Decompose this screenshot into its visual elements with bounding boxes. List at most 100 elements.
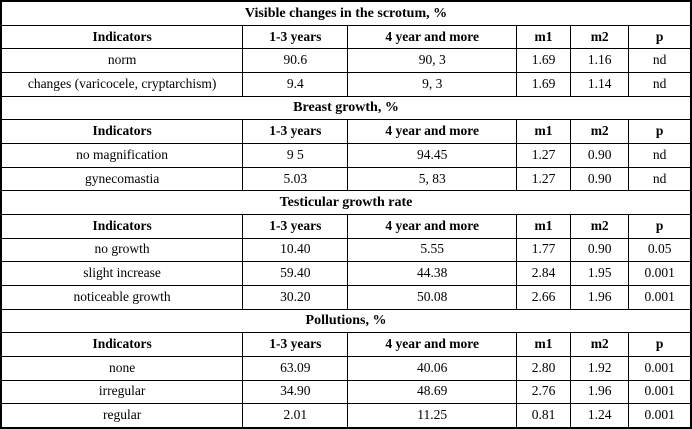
column-header-row: Indicators 1-3 years 4 year and more m1 … [0,24,692,50]
value-cell: nd [628,71,692,97]
section-title-row: Visible changes in the scrotum, % [0,0,692,26]
section-title: Breast growth, % [0,95,692,121]
section-title-row: Testicular growth rate [0,190,692,215]
column-header-indicators: Indicators [0,24,244,50]
table-row: regular 2.01 11.25 0.81 1.24 0.001 [0,403,692,429]
column-header-p: p [628,24,692,50]
column-header-1-3-years: 1-3 years [242,332,349,357]
section-title-row: Breast growth, % [0,95,692,121]
value-cell: 5.03 [242,166,349,192]
value-cell: 1.96 [570,284,630,310]
column-header-1-3-years: 1-3 years [242,119,349,144]
value-cell: nd [628,166,692,192]
value-cell: 1.27 [515,142,572,168]
column-header-4-year-and-more: 4 year and more [347,119,517,144]
column-header-m1: m1 [515,119,572,144]
column-header-m1: m1 [515,332,572,357]
value-cell: 1.16 [570,48,630,73]
value-cell: 9 5 [242,142,349,168]
section-title: Testicular growth rate [0,190,692,215]
table-row: gynecomastia 5.03 5, 83 1.27 0.90 nd [0,166,692,192]
column-header-4-year-and-more: 4 year and more [347,213,517,239]
value-cell: 1.27 [515,166,572,192]
value-cell: 9, 3 [347,71,517,97]
table-row: irregular 34.90 48.69 2.76 1.96 0.001 [0,379,692,405]
value-cell: 44.38 [347,261,517,286]
value-cell: 34.90 [242,379,349,405]
indicator-cell: slight increase [0,261,244,286]
value-cell: 1.14 [570,71,630,97]
value-cell: 2.66 [515,284,572,310]
indicator-cell: norm [0,48,244,73]
value-cell: 90, 3 [347,48,517,73]
value-cell: 0.90 [570,166,630,192]
value-cell: 0.001 [628,284,692,310]
value-cell: 63.09 [242,355,349,381]
value-cell: 2.84 [515,261,572,286]
column-header-m1: m1 [515,24,572,50]
column-header-p: p [628,119,692,144]
column-header-4-year-and-more: 4 year and more [347,332,517,357]
table-row: no magnification 9 5 94.45 1.27 0.90 nd [0,142,692,168]
value-cell: 0.90 [570,237,630,263]
value-cell: 59.40 [242,261,349,286]
table-row: changes (varicocele, cryptarchism) 9.4 9… [0,71,692,97]
column-header-indicators: Indicators [0,119,244,144]
value-cell: 0.001 [628,261,692,286]
value-cell: 2.80 [515,355,572,381]
section-title: Pollutions, % [0,308,692,334]
column-header-m2: m2 [570,213,630,239]
value-cell: 50.08 [347,284,517,310]
indicator-cell: gynecomastia [0,166,244,192]
value-cell: 5, 83 [347,166,517,192]
value-cell: 1.96 [570,379,630,405]
column-header-1-3-years: 1-3 years [242,213,349,239]
value-cell: 0.05 [628,237,692,263]
value-cell: 2.76 [515,379,572,405]
table-row: no growth 10.40 5.55 1.77 0.90 0.05 [0,237,692,263]
value-cell: 1.24 [570,403,630,429]
table-row: none 63.09 40.06 2.80 1.92 0.001 [0,355,692,381]
column-header-row: Indicators 1-3 years 4 year and more m1 … [0,332,692,357]
column-header-row: Indicators 1-3 years 4 year and more m1 … [0,213,692,239]
value-cell: 0.001 [628,355,692,381]
value-cell: 1.77 [515,237,572,263]
indicator-cell: regular [0,403,244,429]
column-header-m2: m2 [570,24,630,50]
value-cell: 1.95 [570,261,630,286]
value-cell: 94.45 [347,142,517,168]
indicator-cell: no growth [0,237,244,263]
column-header-4-year-and-more: 4 year and more [347,24,517,50]
column-header-p: p [628,213,692,239]
section-title: Visible changes in the scrotum, % [0,0,692,26]
value-cell: 1.92 [570,355,630,381]
column-header-m1: m1 [515,213,572,239]
value-cell: 10.40 [242,237,349,263]
table-row: noticeable growth 30.20 50.08 2.66 1.96 … [0,284,692,310]
value-cell: 30.20 [242,284,349,310]
value-cell: 0.001 [628,403,692,429]
value-cell: 11.25 [347,403,517,429]
column-header-m2: m2 [570,332,630,357]
value-cell: 90.6 [242,48,349,73]
column-header-indicators: Indicators [0,213,244,239]
value-cell: 0.001 [628,379,692,405]
value-cell: 1.69 [515,48,572,73]
indicator-cell: no magnification [0,142,244,168]
value-cell: nd [628,48,692,73]
indicator-cell: none [0,355,244,381]
column-header-row: Indicators 1-3 years 4 year and more m1 … [0,119,692,144]
value-cell: 5.55 [347,237,517,263]
column-header-indicators: Indicators [0,332,244,357]
value-cell: 0.90 [570,142,630,168]
table-row: norm 90.6 90, 3 1.69 1.16 nd [0,48,692,73]
column-header-1-3-years: 1-3 years [242,24,349,50]
indicator-cell: changes (varicocele, cryptarchism) [0,71,244,97]
indicator-cell: noticeable growth [0,284,244,310]
column-header-m2: m2 [570,119,630,144]
value-cell: 2.01 [242,403,349,429]
section-title-row: Pollutions, % [0,308,692,334]
value-cell: 40.06 [347,355,517,381]
